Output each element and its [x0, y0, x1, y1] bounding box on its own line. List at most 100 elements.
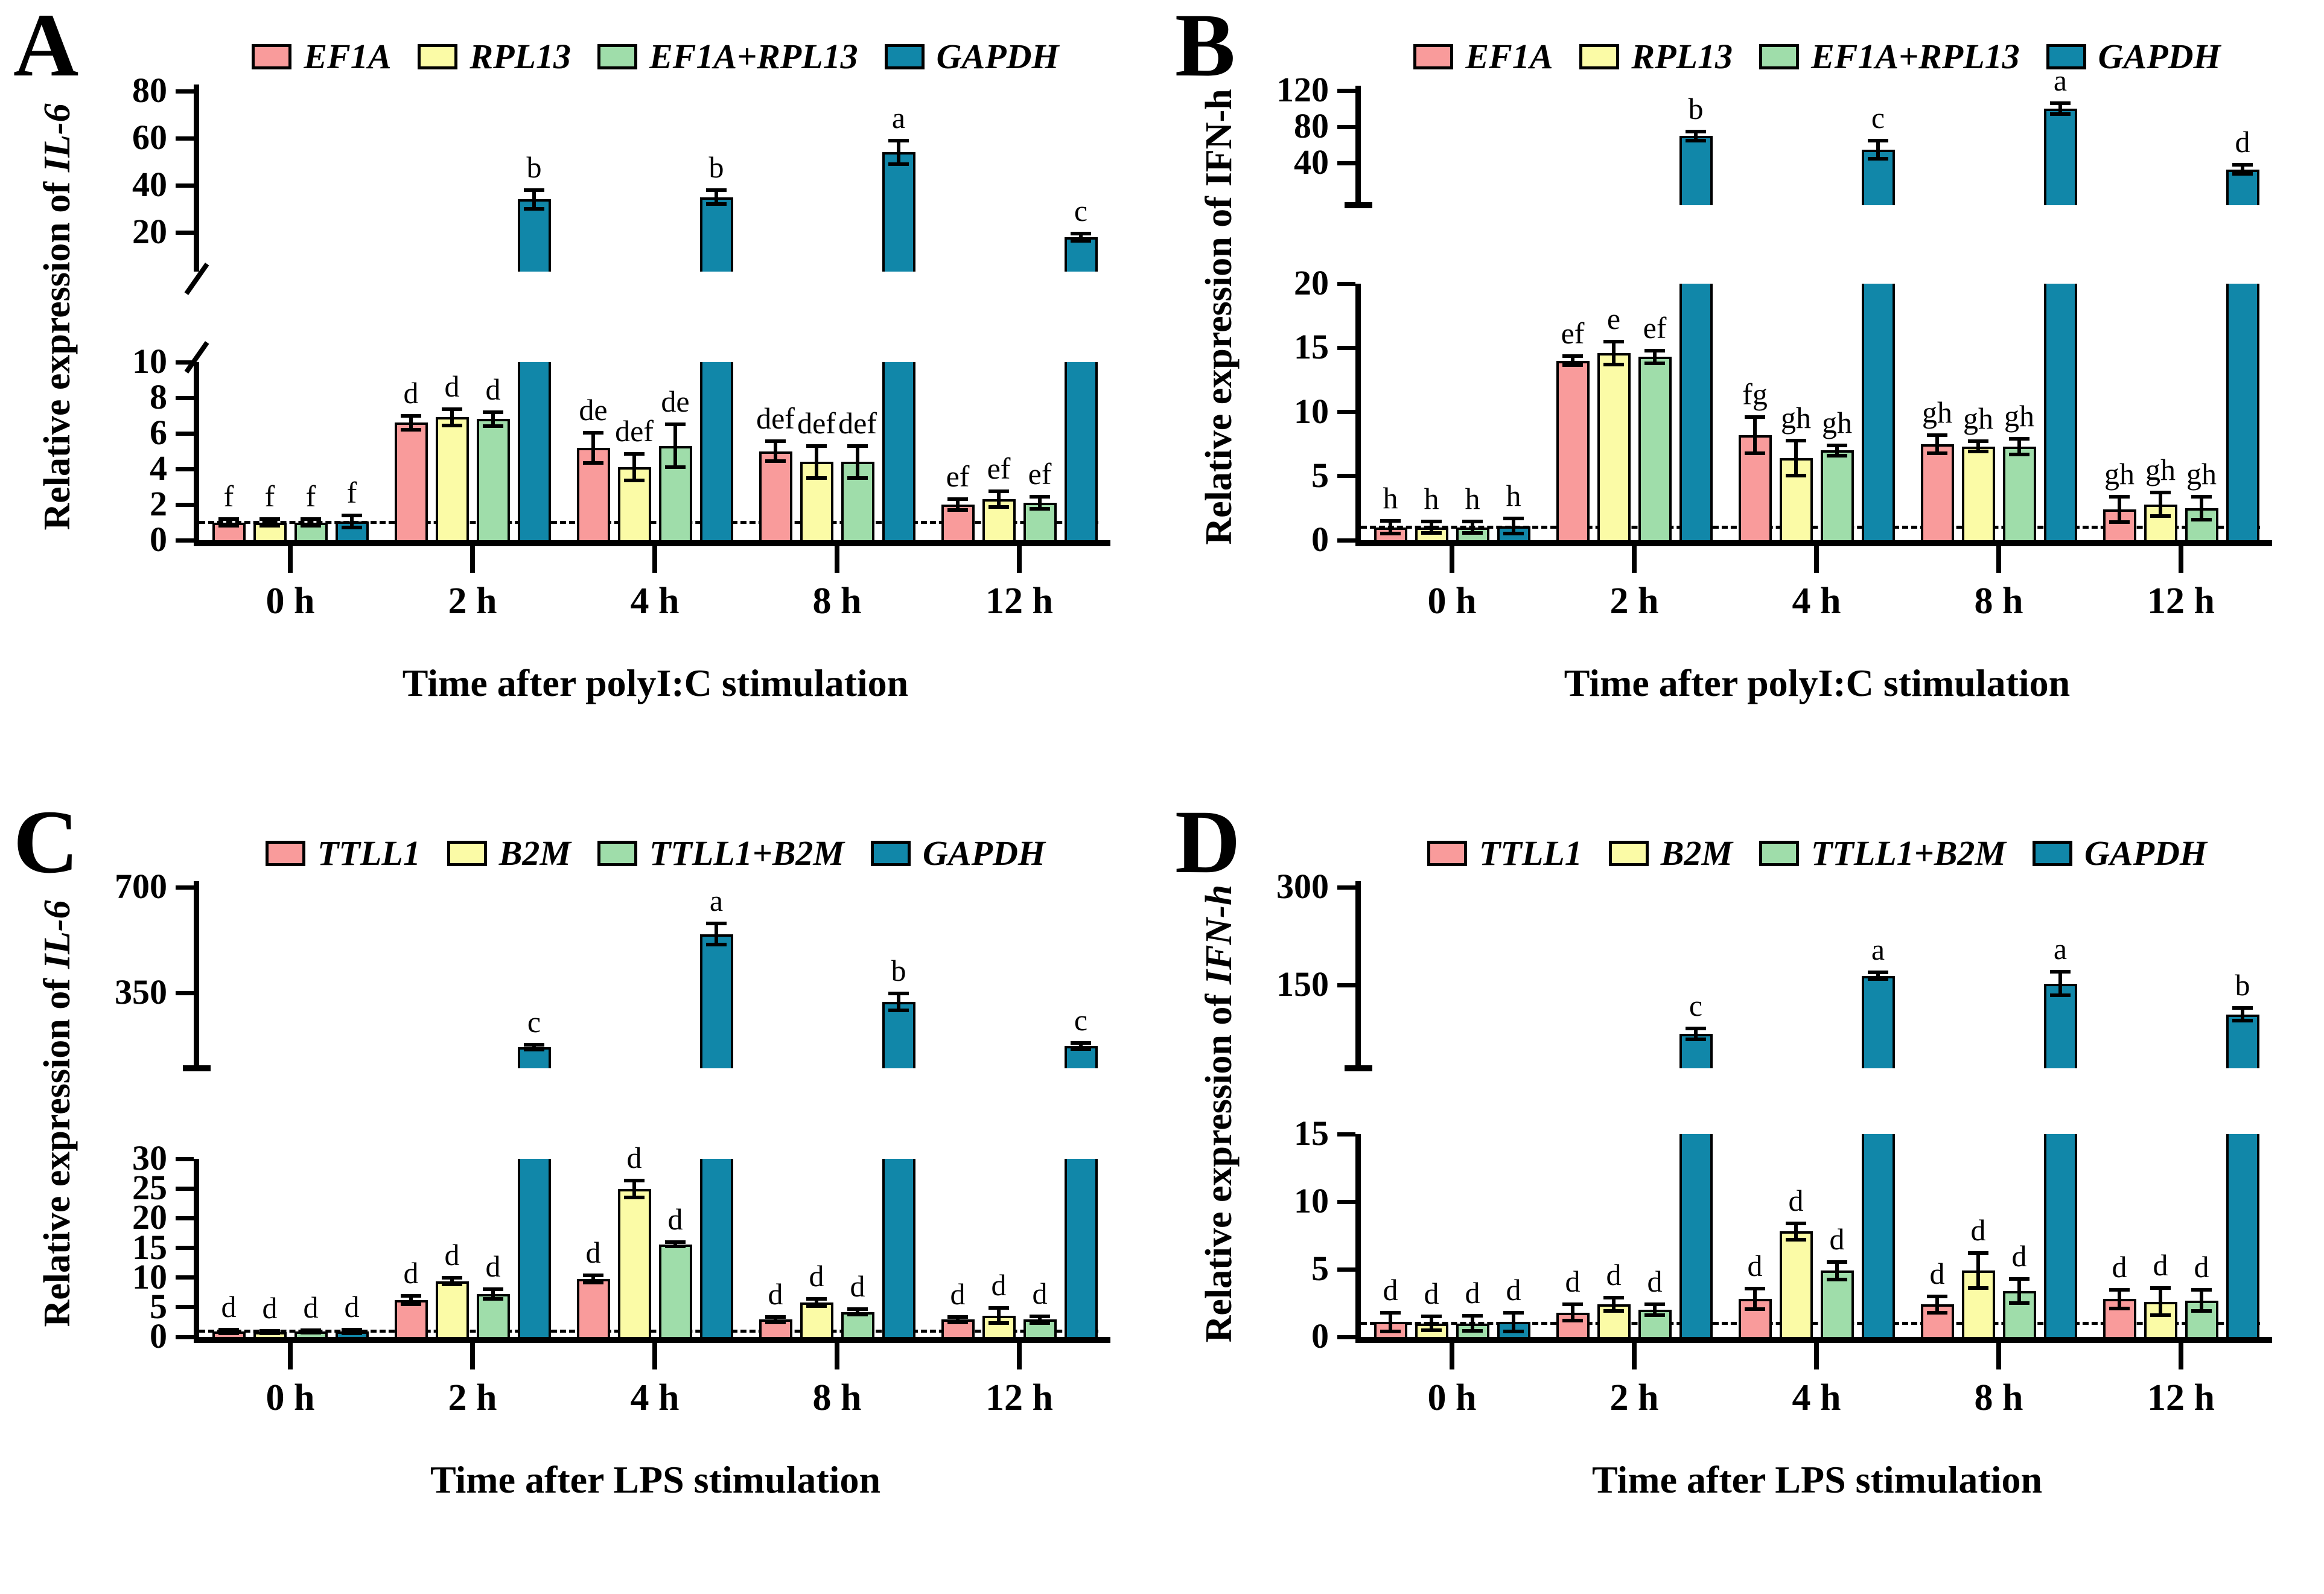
x-axis-baseline — [1355, 540, 2272, 546]
error-cap-top — [1421, 520, 1442, 524]
sig-letter-TTLL1+B2M-0h: d — [303, 1290, 319, 1325]
y-tick-upper-150 — [1337, 983, 1355, 987]
bar-TTLL1+B2M-2h — [476, 1294, 510, 1337]
y-axis-upper-segment — [1355, 881, 1361, 1068]
bar-EF1A-2h — [394, 422, 428, 540]
error-bar-TTLL1-8h — [774, 1316, 777, 1323]
sig-letter-EF1A+RPL13-4h: de — [661, 384, 690, 419]
error-bar-GAPDH-0h — [350, 515, 354, 528]
x-axis-baseline — [194, 540, 1110, 546]
error-bar-RPL13-8h — [1976, 441, 1980, 452]
sig-letter-EF1A+RPL13-12h: ef — [1028, 456, 1052, 491]
error-cap-top — [1827, 443, 1847, 447]
error-cap-top — [847, 444, 868, 448]
error-cap-top — [706, 188, 727, 192]
y-tick-label-lower-30: 30 — [132, 1138, 167, 1178]
error-cap-top — [1686, 129, 1706, 133]
error-bar-TTLL1+B2M-4h — [673, 1242, 677, 1247]
x-group-label-12h: 12 h — [985, 581, 1053, 622]
bar-GAPDH-4h-lower — [699, 1159, 733, 1337]
sig-letter-EF1A+RPL13-2h: d — [485, 372, 501, 406]
error-bar-EF1A+RPL13-0h — [1471, 521, 1474, 534]
error-cap-top — [301, 517, 321, 521]
bar-GAPDH-4h-lower — [699, 362, 733, 540]
error-cap-bottom — [888, 162, 909, 166]
x-group-label-2h: 2 h — [1609, 1377, 1659, 1418]
error-bar-TTLL1-12h — [956, 1317, 960, 1322]
error-cap-bottom — [765, 1321, 786, 1325]
x-group-label-12h: 12 h — [985, 1377, 1053, 1418]
error-cap-bottom — [1503, 1330, 1524, 1334]
legend-swatch-B2M — [1608, 840, 1649, 866]
error-cap-bottom — [1786, 473, 1806, 477]
bar-B2M-4h — [1779, 1231, 1813, 1337]
error-bar-EF1A+RPL13-8h — [2017, 439, 2021, 454]
y-tick-lower-5 — [176, 1305, 194, 1310]
error-cap-bottom — [988, 1321, 1009, 1325]
error-cap-top — [218, 1328, 239, 1332]
sig-letter-GAPDH-4h: b — [708, 150, 724, 184]
error-cap-top — [806, 1297, 827, 1301]
sig-letter-RPL13-4h: gh — [1781, 401, 1811, 435]
legend-label-EF1A+RPL13: EF1A+RPL13 — [649, 37, 858, 76]
error-cap-top — [1503, 1310, 1524, 1315]
error-cap-bottom — [2232, 172, 2253, 176]
error-cap-top — [1644, 348, 1665, 352]
error-cap-bottom — [1503, 532, 1524, 536]
error-cap-bottom — [342, 526, 362, 530]
sig-letter-B2M-2h: d — [1606, 1258, 1622, 1292]
y-tick-lower-15 — [176, 1246, 194, 1250]
error-bar-RPL13-12h — [997, 491, 1001, 508]
error-cap-top — [988, 489, 1009, 493]
y-tick-label-lower-5: 5 — [1311, 455, 1329, 495]
error-bar-RPL13-12h — [2159, 493, 2162, 516]
y-tick-lower-10 — [1337, 410, 1355, 414]
legend-swatch-B2M — [447, 840, 487, 866]
error-bar-TTLL1+B2M-2h — [491, 1289, 495, 1299]
error-cap-bottom — [806, 1304, 827, 1308]
sig-letter-EF1A-12h: gh — [2104, 456, 2135, 491]
error-cap-top — [1927, 1294, 1947, 1298]
y-axis-upper-segment — [194, 84, 199, 272]
legend-swatch-TTLL1+B2M — [1759, 840, 1799, 866]
x-tick-8h — [1996, 1343, 2001, 1369]
sig-letter-TTLL1-8h: d — [768, 1277, 783, 1311]
error-bar-RPL13-4h — [632, 453, 636, 481]
bar-GAPDH-12h — [1064, 237, 1098, 272]
error-bar-RPL13-8h — [815, 445, 818, 478]
error-cap-top — [665, 1240, 686, 1245]
sig-letter-RPL13-0h: f — [264, 479, 275, 513]
error-cap-bottom — [1827, 1277, 1847, 1281]
error-cap-top — [1462, 520, 1483, 524]
error-cap-top — [342, 513, 362, 517]
error-cap-top — [1868, 971, 1888, 975]
error-cap-top — [583, 430, 603, 435]
error-bar-B2M-8h — [815, 1299, 818, 1306]
legend-swatch-RPL13 — [1579, 43, 1620, 69]
error-cap-top — [2150, 1286, 2171, 1290]
legend-swatch-EF1A — [252, 43, 292, 69]
error-cap-top — [1603, 1296, 1624, 1300]
error-cap-top — [2050, 101, 2071, 105]
error-cap-bottom — [218, 1331, 239, 1336]
error-cap-top — [2232, 1006, 2253, 1010]
x-axis-baseline — [1355, 1337, 2272, 1343]
y-axis-label-prefix: Relative expression of — [1199, 993, 1240, 1343]
error-cap-top — [1380, 1310, 1401, 1315]
error-bar-TTLL1-2h — [409, 1296, 413, 1304]
error-cap-top — [624, 1179, 645, 1183]
error-cap-bottom — [301, 524, 321, 528]
error-cap-bottom — [1071, 1047, 1091, 1051]
y-tick-label-lower-20: 20 — [1294, 263, 1329, 302]
error-cap-top — [1603, 339, 1624, 343]
error-bar-EF1A+RPL13-12h — [1038, 496, 1042, 509]
error-cap-bottom — [483, 1297, 503, 1301]
y-axis-label-gene: IL-6 — [37, 900, 78, 969]
error-cap-bottom — [624, 479, 645, 483]
error-cap-top — [665, 422, 686, 427]
legend-swatch-EF1A — [1413, 43, 1454, 69]
error-cap-top — [1968, 1251, 1988, 1255]
panel-B: B EF1A RPL13 EF1A+RPL13 GAPDH Relative expr… — [1162, 0, 2323, 797]
y-tick-lower-0 — [176, 1334, 194, 1339]
error-bar-TTLL1+B2M-12h — [2200, 1289, 2203, 1312]
